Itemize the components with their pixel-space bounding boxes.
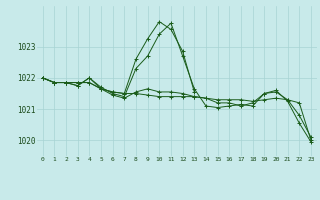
Text: Graphe pression niveau de la mer (hPa): Graphe pression niveau de la mer (hPa) [58, 180, 262, 189]
